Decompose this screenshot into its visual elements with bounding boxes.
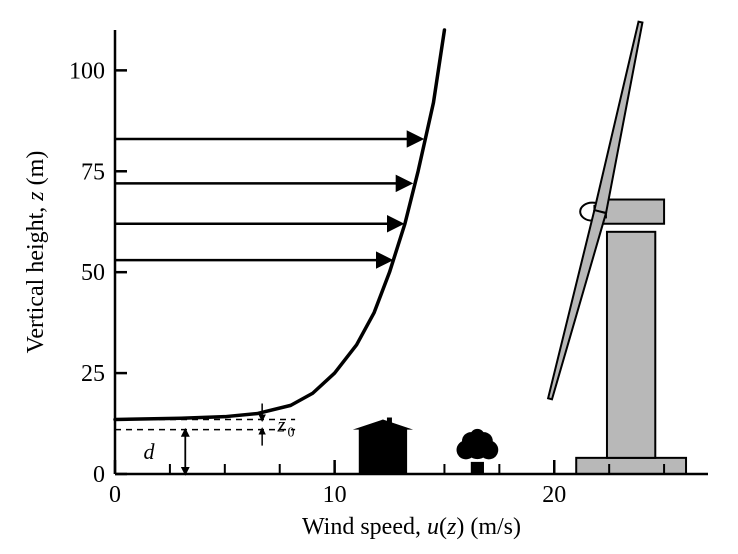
z0-label: z: [277, 415, 286, 437]
tree-trunk: [471, 462, 484, 474]
turbine-base: [576, 458, 686, 474]
y-tick-label: 100: [69, 58, 105, 84]
wind-profile-chart: z0d010200255075100Wind speed, u(z) (m/s)…: [0, 0, 738, 554]
y-tick-label: 50: [81, 260, 105, 286]
x-tick-label: 20: [542, 482, 566, 508]
turbine-blade: [548, 210, 606, 399]
y-tick-label: 75: [81, 159, 105, 185]
house-icon: [353, 420, 413, 474]
y-tick-label: 25: [81, 361, 105, 387]
chart-svg: z0d010200255075100Wind speed, u(z) (m/s)…: [0, 0, 738, 554]
y-tick-label: 0: [93, 462, 105, 488]
turbine-blade: [594, 22, 642, 213]
turbine-tower: [607, 232, 655, 458]
z0-sub: 0: [288, 426, 295, 441]
chimney: [387, 418, 392, 428]
x-tick-label: 10: [323, 482, 347, 508]
y-axis-label: Vertical height, z (m): [23, 151, 49, 354]
x-axis-label: Wind speed, u(z) (m/s): [302, 514, 521, 540]
x-tick-label: 0: [109, 482, 121, 508]
tree-crown: [470, 429, 484, 443]
d-label: d: [144, 439, 156, 464]
